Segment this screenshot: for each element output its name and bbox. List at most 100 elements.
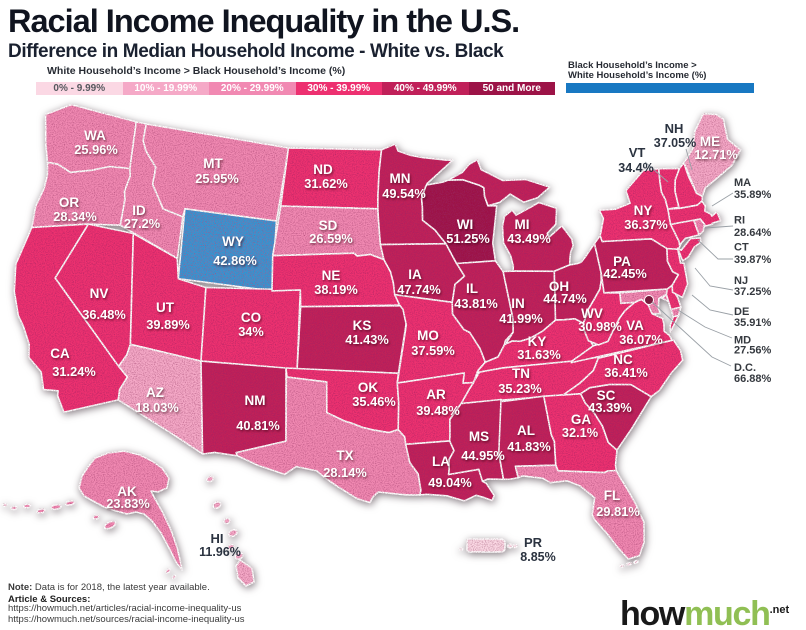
svg-text:27.2%: 27.2% (124, 216, 161, 231)
svg-text:NH: NH (665, 121, 684, 136)
svg-text:TN: TN (512, 366, 530, 381)
svg-text:42.45%: 42.45% (603, 266, 647, 281)
svg-text:SC: SC (597, 388, 616, 403)
svg-text:39.87%: 39.87% (734, 254, 772, 266)
svg-text:31.63%: 31.63% (517, 347, 561, 362)
svg-text:25.95%: 25.95% (195, 171, 239, 186)
svg-text:42.86%: 42.86% (213, 253, 257, 268)
svg-text:51.25%: 51.25% (446, 231, 490, 246)
svg-text:31.62%: 31.62% (304, 176, 348, 191)
svg-text:WY: WY (222, 234, 244, 249)
svg-text:ND: ND (313, 162, 333, 177)
svg-text:MO: MO (417, 328, 439, 343)
svg-text:28.14%: 28.14% (323, 465, 367, 480)
svg-text:PR: PR (524, 535, 543, 550)
svg-text:MN: MN (390, 171, 411, 186)
svg-text:28.64%: 28.64% (734, 227, 772, 239)
svg-text:26.59%: 26.59% (309, 231, 353, 246)
svg-text:TX: TX (336, 448, 353, 463)
svg-text:OK: OK (358, 380, 379, 395)
svg-text:30.98%: 30.98% (578, 319, 622, 334)
svg-text:25.96%: 25.96% (74, 142, 118, 157)
svg-text:35.23%: 35.23% (498, 381, 542, 396)
svg-text:IA: IA (408, 267, 422, 282)
svg-text:RI: RI (734, 215, 745, 227)
svg-text:34%: 34% (238, 324, 264, 339)
svg-text:43.81%: 43.81% (454, 296, 498, 311)
svg-text:8.85%: 8.85% (520, 550, 555, 564)
svg-text:37.05%: 37.05% (654, 136, 696, 150)
svg-text:NM: NM (245, 393, 266, 408)
svg-text:ID: ID (132, 203, 146, 218)
svg-text:38.19%: 38.19% (314, 282, 358, 297)
svg-text:40.81%: 40.81% (236, 418, 280, 433)
svg-text:GA: GA (571, 412, 592, 427)
svg-text:NJ: NJ (734, 275, 748, 287)
svg-text:VA: VA (626, 318, 644, 333)
svg-text:36.07%: 36.07% (619, 332, 663, 347)
svg-text:WI: WI (457, 217, 474, 232)
svg-text:66.88%: 66.88% (734, 373, 772, 385)
svg-text:18.03%: 18.03% (135, 400, 179, 415)
svg-text:36.41%: 36.41% (604, 365, 648, 380)
svg-text:CO: CO (241, 310, 261, 325)
svg-text:LA: LA (432, 454, 450, 469)
svg-text:PA: PA (613, 254, 631, 269)
svg-text:NE: NE (322, 268, 341, 283)
svg-text:NY: NY (634, 203, 653, 218)
svg-text:36.37%: 36.37% (624, 217, 668, 232)
svg-text:AR: AR (426, 387, 446, 402)
svg-text:NC: NC (613, 352, 633, 367)
svg-text:KY: KY (528, 334, 547, 349)
svg-text:AL: AL (517, 423, 535, 438)
svg-text:CA: CA (50, 346, 70, 361)
svg-text:MD: MD (734, 335, 751, 347)
svg-text:37.25%: 37.25% (734, 286, 772, 298)
svg-text:31.24%: 31.24% (52, 364, 96, 379)
svg-text:29.81%: 29.81% (596, 504, 640, 519)
svg-text:43.39%: 43.39% (588, 400, 632, 415)
svg-text:ME: ME (700, 134, 720, 149)
svg-text:12.71%: 12.71% (694, 147, 738, 162)
svg-text:32.1%: 32.1% (562, 425, 599, 440)
svg-text:41.99%: 41.99% (499, 311, 543, 326)
svg-text:35.46%: 35.46% (352, 394, 396, 409)
svg-text:44.95%: 44.95% (461, 448, 505, 463)
svg-text:VT: VT (629, 145, 646, 160)
svg-text:DE: DE (734, 306, 749, 318)
svg-text:11.96%: 11.96% (199, 545, 241, 559)
svg-text:39.89%: 39.89% (146, 317, 190, 332)
svg-text:MA: MA (734, 177, 751, 189)
svg-text:HI: HI (211, 531, 224, 546)
svg-text:CT: CT (734, 242, 749, 254)
svg-text:28.34%: 28.34% (53, 209, 97, 224)
svg-text:NV: NV (90, 286, 109, 301)
svg-text:34.4%: 34.4% (618, 161, 653, 175)
svg-text:UT: UT (156, 300, 175, 315)
svg-text:49.54%: 49.54% (382, 186, 426, 201)
svg-text:KS: KS (353, 318, 372, 333)
svg-text:MI: MI (515, 217, 530, 232)
svg-text:44.74%: 44.74% (543, 291, 587, 306)
svg-text:IL: IL (466, 281, 478, 296)
svg-text:39.48%: 39.48% (416, 403, 460, 418)
svg-text:23.83%: 23.83% (106, 496, 150, 511)
svg-text:35.91%: 35.91% (734, 317, 772, 329)
svg-text:35.89%: 35.89% (734, 189, 772, 201)
svg-text:47.74%: 47.74% (397, 282, 441, 297)
svg-text:WV: WV (581, 306, 603, 321)
svg-text:49.04%: 49.04% (428, 475, 472, 490)
svg-text:AK: AK (117, 484, 137, 499)
svg-text:MT: MT (203, 156, 223, 171)
svg-text:SD: SD (319, 218, 338, 233)
svg-text:D.C.: D.C. (734, 362, 756, 374)
svg-text:27.56%: 27.56% (734, 345, 772, 357)
svg-text:37.59%: 37.59% (411, 343, 455, 358)
svg-text:FL: FL (604, 488, 621, 503)
svg-text:MS: MS (469, 429, 489, 444)
svg-text:41.83%: 41.83% (507, 439, 551, 454)
svg-text:43.49%: 43.49% (507, 231, 551, 246)
svg-text:AZ: AZ (146, 385, 164, 400)
svg-text:IN: IN (511, 296, 525, 311)
svg-text:36.48%: 36.48% (82, 307, 126, 322)
